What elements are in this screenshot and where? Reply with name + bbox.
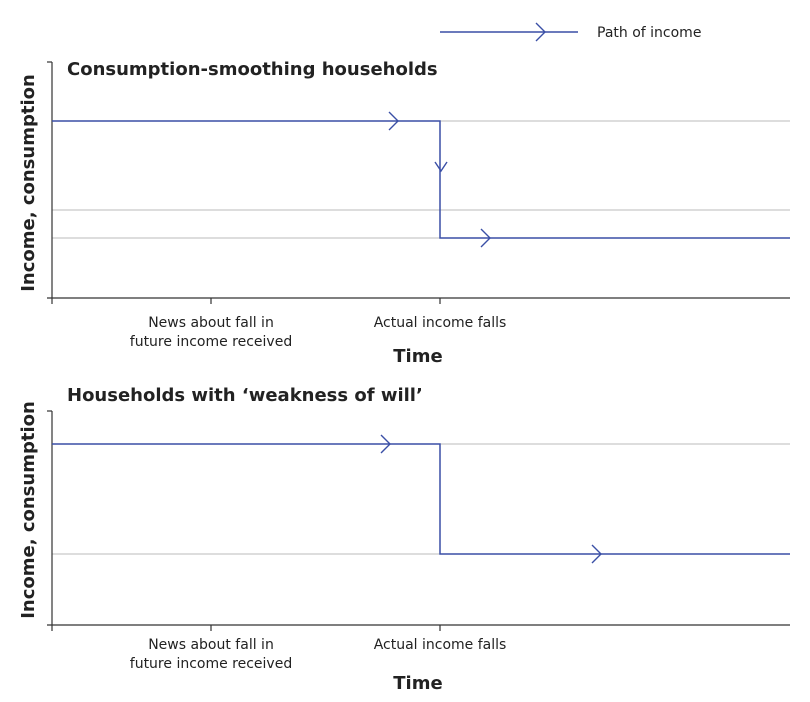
gridlines (52, 120, 790, 239)
panel-title: Households with ‘weakness of will’ (67, 385, 423, 406)
gridlines (52, 443, 790, 555)
series-line (52, 443, 790, 555)
x-tick-label-news: News about fall in (148, 637, 274, 653)
panel-title: Consumption-smoothing households (67, 59, 438, 80)
axes (47, 61, 790, 304)
x-tick-label-news: future income received (130, 334, 292, 350)
legend-arrow-icon (535, 22, 546, 42)
x-axis-title: Time (393, 346, 442, 367)
x-tick-label-fall: Actual income falls (374, 315, 507, 331)
arrow-icon-0 (380, 434, 391, 454)
arrow-icon-0 (388, 111, 399, 131)
x-tick-labels: News about fall in future income received… (130, 637, 507, 672)
series-line (52, 120, 790, 239)
legend: Path of income (440, 22, 701, 42)
arrow-icon-1 (591, 544, 602, 564)
x-tick-labels: News about fall in future income received… (130, 315, 507, 350)
arrow-icon-2 (480, 228, 491, 248)
x-tick-label-news: News about fall in (148, 315, 274, 331)
direction-arrows (388, 111, 491, 248)
panel-weakness-of-will: Households with ‘weakness of will’ News … (18, 385, 790, 694)
axes (47, 410, 790, 631)
y-axis-title: Income, consumption (18, 74, 39, 292)
legend-label: Path of income (597, 25, 701, 41)
arrow-icon-1 (434, 161, 448, 173)
x-tick-label-news: future income received (130, 656, 292, 672)
series-path-of-income (52, 443, 790, 555)
y-axis-title: Income, consumption (18, 401, 39, 619)
direction-arrows (380, 434, 602, 564)
series-path-of-income (52, 120, 790, 239)
panel-consumption-smoothing: Consumption-smoothing households News ab… (18, 59, 790, 367)
x-tick-label-fall: Actual income falls (374, 637, 507, 653)
legend-line-swatch (440, 22, 578, 42)
x-axis-title: Time (393, 673, 442, 694)
